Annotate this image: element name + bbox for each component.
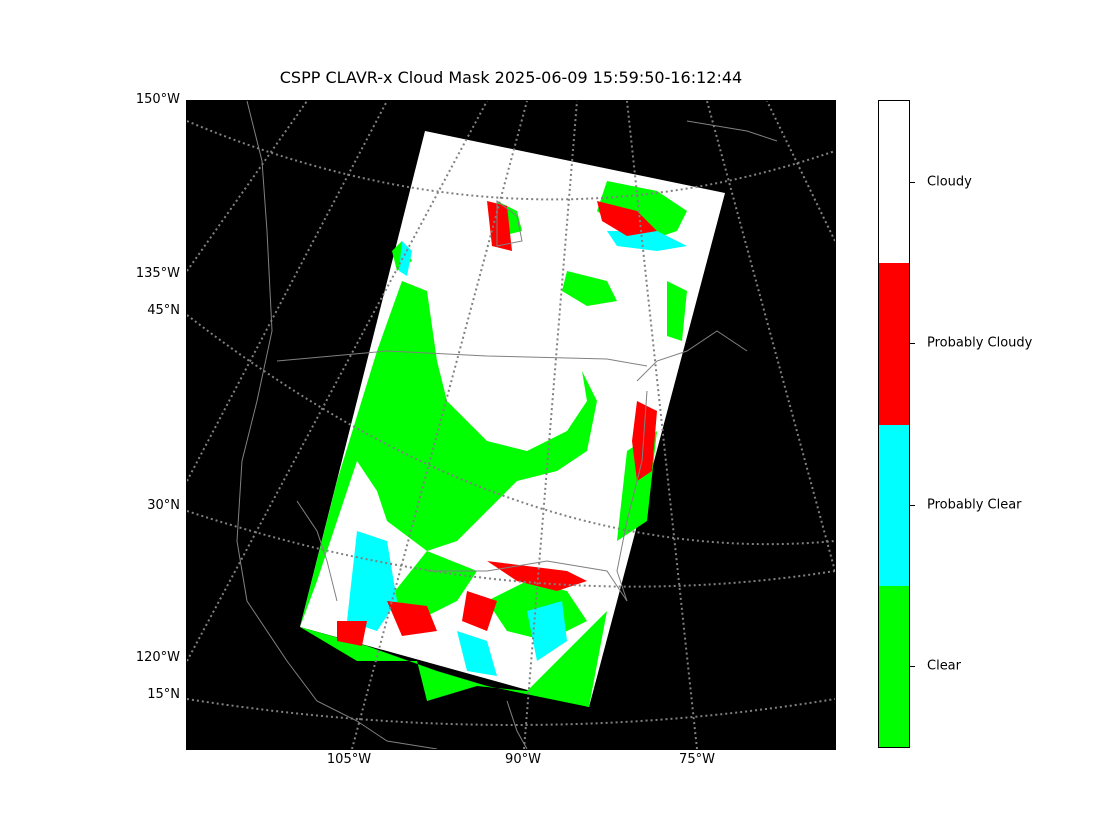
- swath-probably-cloudy: [337, 201, 657, 646]
- colorbar: [878, 100, 910, 748]
- colorbar-label-probably-clear: Probably Clear: [927, 497, 1022, 513]
- map-panel: [186, 100, 836, 750]
- colorbar-probably-clear: [879, 425, 909, 586]
- lon-label-120w: 120°W: [135, 650, 180, 665]
- swath-probably-clear: [347, 231, 687, 676]
- lon-label-75w: 75°W: [679, 752, 715, 767]
- lat-label-15n: 15°N: [147, 687, 180, 702]
- map-title: CSPP CLAVR-x Cloud Mask 2025-06-09 15:59…: [279, 68, 743, 87]
- lon-label-150w: 150°W: [135, 92, 180, 107]
- colorbar-tick: [909, 505, 915, 506]
- graticule: [187, 101, 835, 749]
- colorbar-label-probably-cloudy: Probably Cloudy: [927, 335, 1033, 351]
- lon-label-135w: 135°W: [135, 266, 180, 281]
- colorbar-tick: [909, 666, 915, 667]
- lon-label-90w: 90°W: [505, 752, 541, 767]
- colorbar-label-clear: Clear: [927, 658, 961, 674]
- lon-label-105w: 105°W: [326, 752, 372, 767]
- lat-label-30n: 30°N: [147, 498, 180, 513]
- colorbar-label-cloudy: Cloudy: [927, 174, 972, 190]
- coastlines: [236, 101, 778, 749]
- colorbar-cloudy: [879, 101, 909, 263]
- lat-label-45n: 45°N: [147, 303, 180, 318]
- map-canvas: [187, 101, 835, 749]
- colorbar-tick: [909, 182, 915, 183]
- colorbar-probably-cloudy: [879, 263, 909, 425]
- colorbar-clear: [879, 586, 909, 747]
- colorbar-tick: [909, 343, 915, 344]
